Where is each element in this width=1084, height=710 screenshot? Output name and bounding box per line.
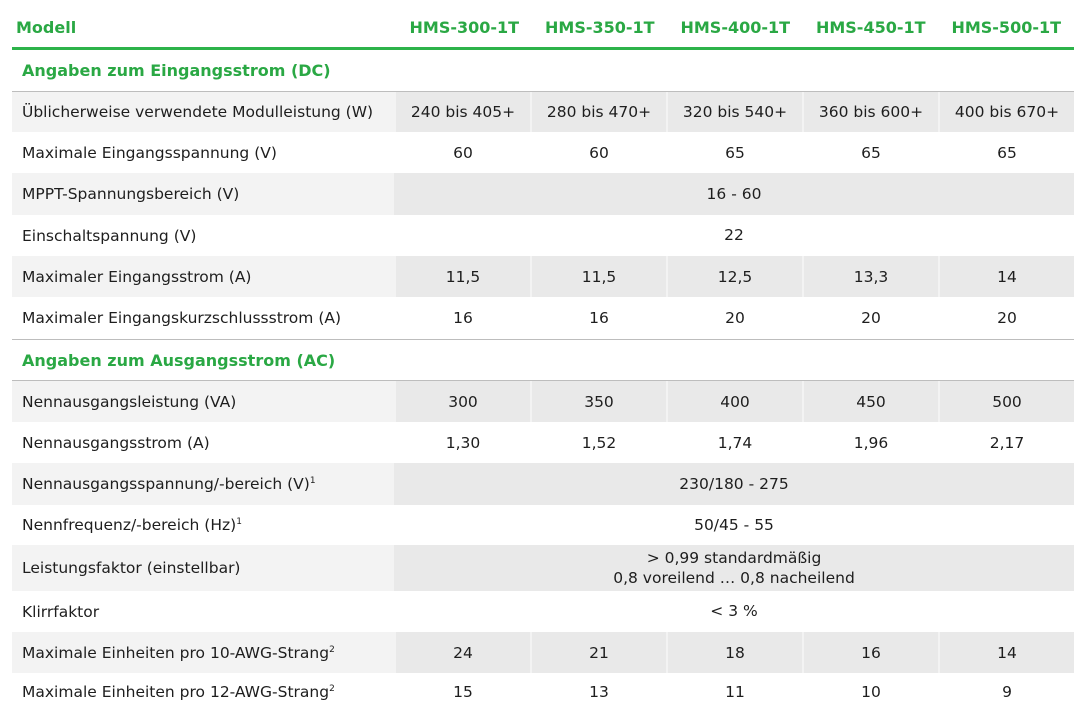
section-heading-ac: Angaben zum Ausgangsstrom (AC) xyxy=(22,350,336,370)
table-row: Maximale Einheiten pro 12-AWG-Strang2 15… xyxy=(12,673,1074,710)
row-label: Nennausgangsleistung (VA) xyxy=(22,392,237,411)
table-cell: 65 xyxy=(725,143,745,162)
table-row: Nennfrequenz/-bereich (Hz)1 50/45 - 55 xyxy=(12,505,1074,545)
table-cell: 24 xyxy=(396,632,530,673)
table-cell: 20 xyxy=(861,309,881,327)
table-cell: 16 xyxy=(453,309,473,327)
footnote-marker: 2 xyxy=(329,644,335,655)
table-cell: 11 xyxy=(725,682,745,701)
model-header: HMS-500-1T xyxy=(951,18,1062,37)
table-cell: 240 bis 405+ xyxy=(396,92,530,132)
row-label-text: Maximale Einheiten pro 10-AWG-Strang xyxy=(22,643,330,662)
row-label: Üblicherweise verwendete Modulleistung (… xyxy=(22,103,374,121)
table-row: Maximale Einheiten pro 10-AWG-Strang2 24… xyxy=(12,632,1074,673)
table-cell: 20 xyxy=(725,309,745,327)
row-label: Maximale Einheiten pro 10-AWG-Strang2 xyxy=(12,644,394,662)
table-cell: 1,74 xyxy=(717,433,753,452)
table-cell: 14 xyxy=(940,256,1074,297)
table-cell: 450 xyxy=(804,381,938,422)
footnote-marker: 1 xyxy=(236,516,242,527)
table-row: Klirrfaktor < 3 % xyxy=(12,591,1074,632)
table-cell: 60 xyxy=(589,143,609,162)
merged-cell: > 0,99 standardmäßig 0,8 voreilend … 0,8… xyxy=(394,545,1074,591)
table-cell: 21 xyxy=(532,632,666,673)
table-row: Maximaler Eingangskurzschlussstrom (A) 1… xyxy=(12,297,1074,339)
table-row: Einschaltspannung (V) 22 xyxy=(12,215,1074,256)
row-label: Maximaler Eingangskurzschlussstrom (A) xyxy=(22,309,342,327)
row-label: Nennausgangsstrom (A) xyxy=(22,433,210,452)
table-cell: 360 bis 600+ xyxy=(804,92,938,132)
row-label: Einschaltspannung (V) xyxy=(22,226,197,245)
table-cell: 60 xyxy=(453,143,473,162)
table-header: Modell HMS-300-1T HMS-350-1T HMS-400-1T … xyxy=(12,8,1074,50)
model-header: HMS-350-1T xyxy=(545,18,655,37)
table-row: Maximale Eingangsspannung (V) 60 60 65 6… xyxy=(12,132,1074,173)
table-cell: 1,30 xyxy=(445,433,481,452)
merged-cell: 50/45 - 55 xyxy=(694,515,774,534)
table-cell: 13 xyxy=(589,682,609,701)
table-cell: 11,5 xyxy=(532,256,666,297)
table-row: Maximaler Eingangsstrom (A) 11,5 11,5 12… xyxy=(12,256,1074,297)
table-cell: 350 xyxy=(532,381,666,422)
merged-cell: 22 xyxy=(724,226,744,245)
table-cell: 65 xyxy=(861,143,881,162)
row-label-text: Maximale Einheiten pro 12-AWG-Strang xyxy=(22,682,330,701)
table-cell: 16 xyxy=(804,632,938,673)
table-cell: 11,5 xyxy=(396,256,530,297)
merged-cell: 230/180 - 275 xyxy=(394,463,1074,505)
divider xyxy=(12,339,1074,340)
table-cell: 320 bis 540+ xyxy=(668,92,802,132)
table-cell: 400 bis 670+ xyxy=(940,92,1074,132)
footnote-marker: 2 xyxy=(329,683,335,694)
row-label: Maximale Eingangsspannung (V) xyxy=(22,143,277,162)
row-label: MPPT-Spannungsbereich (V) xyxy=(22,185,240,203)
merged-cell: 16 - 60 xyxy=(394,173,1074,215)
table-row: Nennausgangsspannung/-bereich (V)1 230/1… xyxy=(12,463,1074,505)
row-label: Maximaler Eingangsstrom (A) xyxy=(22,267,252,286)
table-cell: 1,52 xyxy=(581,433,617,452)
merged-cell: < 3 % xyxy=(710,602,758,621)
merged-cell-line: > 0,99 standardmäßig xyxy=(646,548,822,567)
row-label: Maximale Einheiten pro 12-AWG-Strang2 xyxy=(12,683,394,701)
row-label: Leistungsfaktor (einstellbar) xyxy=(22,559,241,577)
table-cell: 14 xyxy=(940,632,1074,673)
table-cell: 20 xyxy=(997,309,1017,327)
model-header: HMS-300-1T xyxy=(409,18,520,37)
divider xyxy=(12,91,1074,92)
divider xyxy=(12,380,1074,381)
table-cell: 280 bis 470+ xyxy=(532,92,666,132)
table-cell: 9 xyxy=(1002,682,1012,701)
table-cell: 12,5 xyxy=(668,256,802,297)
table-row: Leistungsfaktor (einstellbar) > 0,99 sta… xyxy=(12,545,1074,591)
table-row: Nennausgangsleistung (VA) 300 350 400 45… xyxy=(12,381,1074,422)
merged-cell-line: 0,8 voreilend … 0,8 nacheilend xyxy=(613,569,855,587)
table-cell: 10 xyxy=(861,682,881,701)
table-cell: 16 xyxy=(589,309,609,327)
table-cell: 13,3 xyxy=(804,256,938,297)
footnote-marker: 1 xyxy=(309,475,316,486)
section-heading-dc: Angaben zum Eingangsstrom (DC) xyxy=(22,61,331,80)
row-label: Klirrfaktor xyxy=(22,602,100,621)
table-cell: 2,17 xyxy=(989,433,1025,452)
table-row: MPPT-Spannungsbereich (V) 16 - 60 xyxy=(12,173,1074,215)
row-label-text: Nennfrequenz/-bereich (Hz) xyxy=(22,516,237,534)
table-row: Üblicherweise verwendete Modulleistung (… xyxy=(12,92,1074,132)
model-header: HMS-400-1T xyxy=(680,18,791,37)
model-header: HMS-450-1T xyxy=(815,18,926,37)
table-cell: 65 xyxy=(997,143,1017,162)
table-cell: 18 xyxy=(668,632,802,673)
row-label-text: Nennausgangsspannung/-bereich (V) xyxy=(22,475,310,493)
row-label: Nennausgangsspannung/-bereich (V)1 xyxy=(12,475,394,493)
table-cell: 500 xyxy=(940,381,1074,422)
table-row: Nennausgangsstrom (A) 1,30 1,52 1,74 1,9… xyxy=(12,422,1074,463)
table-cell: 1,96 xyxy=(853,433,889,452)
header-label: Modell xyxy=(16,18,77,37)
row-label: Nennfrequenz/-bereich (Hz)1 xyxy=(12,516,394,534)
table-cell: 15 xyxy=(453,682,473,701)
table-cell: 400 xyxy=(668,381,802,422)
table-cell: 300 xyxy=(396,381,530,422)
